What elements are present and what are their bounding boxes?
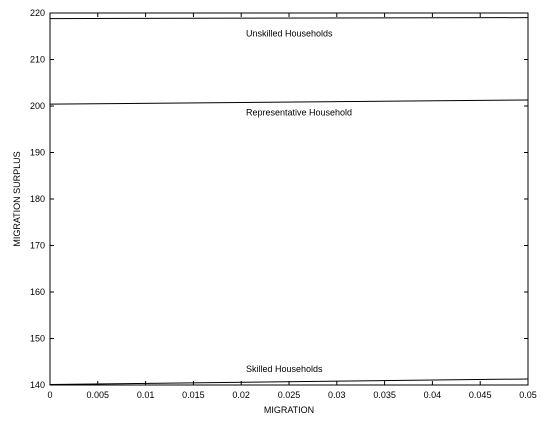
y-tick-label: 200 — [30, 101, 45, 111]
annotation-label: Unskilled Households — [246, 28, 333, 38]
y-tick-label: 210 — [30, 55, 45, 65]
series-line — [49, 378, 529, 386]
x-tick-label: 0.03 — [328, 390, 346, 400]
x-tick-label: 0.05 — [519, 390, 537, 400]
x-tick-label: 0 — [47, 390, 52, 400]
tick-labels: 0 0.005 0.01 0.015 0.02 0.025 0.03 0.035 0.04 0.0… — [30, 8, 537, 400]
x-tick-label: 0.04 — [424, 390, 442, 400]
annotation-label: Skilled Households — [246, 364, 323, 374]
x-tick-label: 0.015 — [182, 390, 205, 400]
x-tick-label: 0.035 — [373, 390, 396, 400]
plot-area — [49, 12, 529, 386]
y-tick-label: 220 — [30, 8, 45, 18]
ticks — [49, 12, 529, 386]
x-tick-label: 0.02 — [232, 390, 250, 400]
y-tick-label: 140 — [30, 380, 45, 390]
x-tick-label: 0.045 — [469, 390, 492, 400]
y-tick-label: 160 — [30, 287, 45, 297]
series-line — [49, 17, 529, 20]
x-tick-label: 0.005 — [87, 390, 110, 400]
x-tick-label: 0.01 — [137, 390, 155, 400]
series-lines — [49, 17, 529, 386]
y-tick-label: 180 — [30, 194, 45, 204]
series-line — [49, 99, 529, 105]
y-tick-label: 190 — [30, 148, 45, 158]
x-axis-label: MIGRATION — [264, 405, 314, 415]
annotation-label: Representative Household — [246, 107, 352, 117]
y-axis-label: MIGRATION SURPLUS — [12, 151, 22, 246]
x-tick-label: 0.025 — [278, 390, 301, 400]
annotations: Unskilled Households Representative House… — [246, 28, 352, 374]
y-tick-label: 170 — [30, 241, 45, 251]
y-tick-label: 150 — [30, 334, 45, 344]
